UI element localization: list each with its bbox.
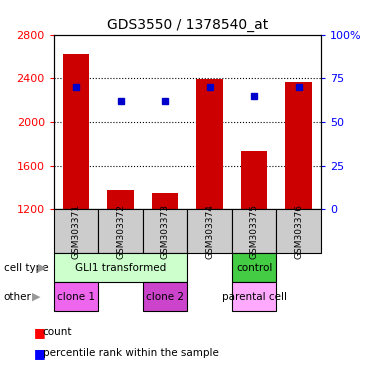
Text: ■: ■ [33, 326, 45, 339]
Bar [63, 54, 89, 209]
Bar [107, 190, 134, 209]
Text: ■: ■ [33, 347, 45, 360]
Text: clone 2: clone 2 [146, 291, 184, 302]
Bar [152, 193, 178, 209]
Text: percentile rank within the sample: percentile rank within the sample [43, 348, 219, 358]
Text: parental cell: parental cell [221, 291, 287, 302]
Text: GSM303375: GSM303375 [250, 204, 259, 259]
Text: GSM303376: GSM303376 [294, 204, 303, 259]
Bar [285, 81, 312, 209]
Text: cell type: cell type [4, 263, 48, 273]
Bar [196, 79, 223, 209]
Text: count: count [43, 327, 72, 337]
Text: GSM303373: GSM303373 [161, 204, 170, 259]
Text: GSM303372: GSM303372 [116, 204, 125, 259]
Text: clone 1: clone 1 [57, 291, 95, 302]
Text: GSM303374: GSM303374 [205, 204, 214, 259]
Text: control: control [236, 263, 272, 273]
Text: other: other [4, 291, 32, 302]
Bar [241, 151, 267, 209]
Text: ▶: ▶ [32, 291, 40, 302]
Text: GSM303371: GSM303371 [72, 204, 81, 259]
Text: ▶: ▶ [38, 263, 47, 273]
Text: GLI1 transformed: GLI1 transformed [75, 263, 166, 273]
Title: GDS3550 / 1378540_at: GDS3550 / 1378540_at [107, 18, 268, 32]
